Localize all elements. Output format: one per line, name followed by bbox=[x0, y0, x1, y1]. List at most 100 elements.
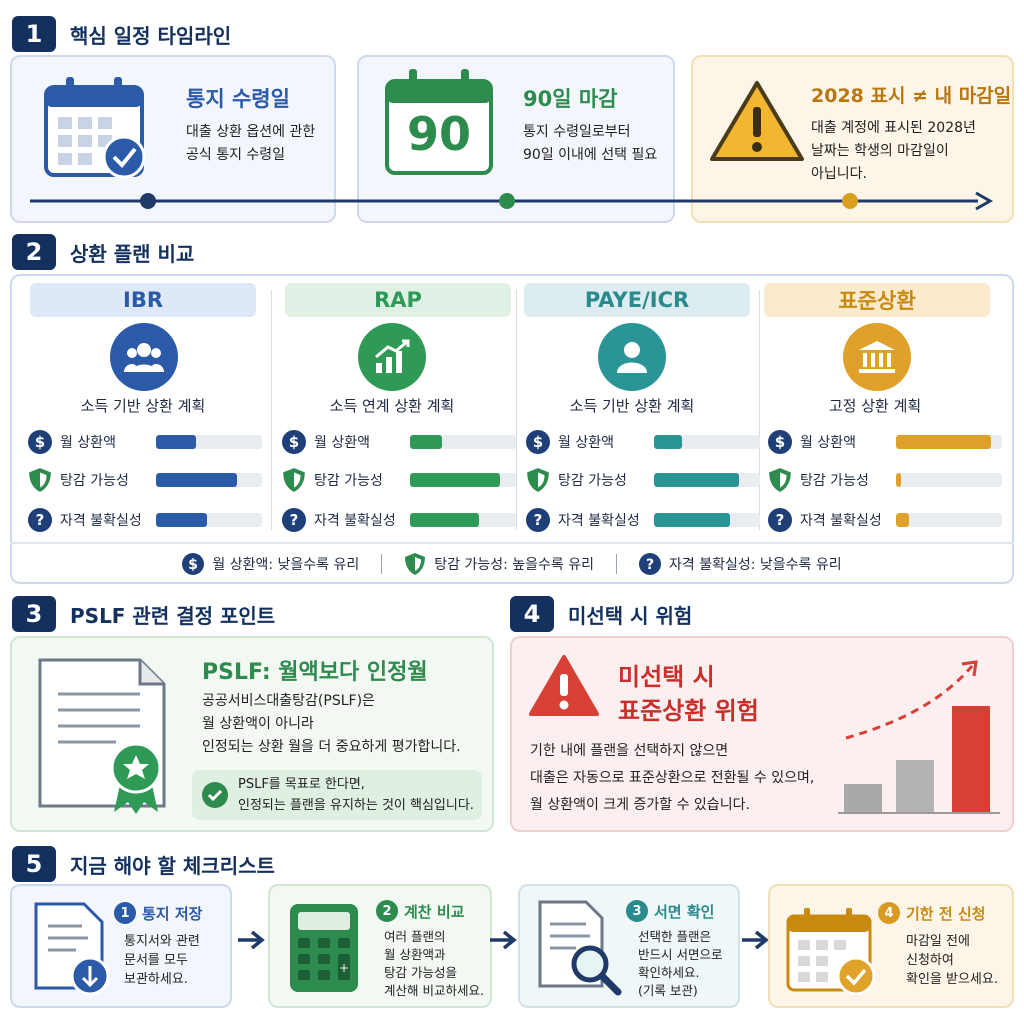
timeline-body: 통지 수령일로부터 90일 이내에 선택 필요 bbox=[523, 124, 658, 163]
section-2-header: 2 상환 플랜 비교 bbox=[12, 234, 194, 270]
metric-bar-fill bbox=[156, 513, 207, 527]
step-number: 2 bbox=[376, 900, 398, 922]
metric-row: ? 자격 불확실성 bbox=[768, 507, 1002, 533]
document-download-icon bbox=[34, 902, 110, 996]
svg-text:$: $ bbox=[289, 433, 299, 451]
step-title: 4 기한 전 신청 bbox=[878, 902, 985, 924]
plan-subtitle: 소득 기반 상환 계획 bbox=[569, 397, 695, 415]
metric-bar-fill bbox=[156, 435, 197, 449]
metric-bar-fill bbox=[896, 435, 992, 449]
metric-row: ? 자격 불확실성 bbox=[28, 507, 262, 533]
divider bbox=[759, 290, 760, 530]
section-number: 2 bbox=[12, 234, 56, 270]
svg-text:$: $ bbox=[188, 557, 198, 573]
metric-label: 자격 불확실성 bbox=[60, 513, 142, 529]
shield-icon bbox=[769, 468, 791, 492]
section-number: 5 bbox=[12, 846, 56, 882]
metric-bar-fill bbox=[896, 513, 909, 527]
risk-card: 미선택 시 표준상환 위험 기한 내에 플랜을 선택하지 않으면 대출은 자동으… bbox=[510, 636, 1014, 832]
question-icon: ? bbox=[768, 508, 792, 532]
person-icon bbox=[598, 323, 666, 391]
section-1-header: 1 핵심 일정 타임라인 bbox=[12, 16, 231, 52]
step-title: 1 통지 저장 bbox=[114, 902, 202, 924]
pslf-note-box: PSLF를 목표로 한다면, 인정되는 플랜을 유지하는 것이 핵심입니다. bbox=[192, 770, 482, 820]
certificate-icon bbox=[38, 658, 166, 814]
checklist-step-confirm: 3 서면 확인 선택한 플랜은 반드시 서면으로 확인하세요. (기록 보관) bbox=[518, 884, 740, 1008]
pslf-note: PSLF를 목표로 한다면, 인정되는 플랜을 유지하는 것이 핵심입니다. bbox=[238, 777, 474, 813]
timeline-title: 통지 수령일 bbox=[186, 87, 290, 111]
metric-bar-fill bbox=[896, 473, 902, 487]
dollar-icon: $ bbox=[768, 430, 792, 454]
section-3-header: 3 PSLF 관련 결정 포인트 bbox=[12, 596, 275, 632]
metric-row: ? 자격 불확실성 bbox=[282, 507, 516, 533]
plan-subtitle: 소득 기반 상환 계획 bbox=[80, 397, 206, 415]
metric-row: 탕감 가능성 bbox=[282, 467, 516, 493]
metric-label: 자격 불확실성 bbox=[558, 513, 640, 529]
section-number: 1 bbox=[12, 16, 56, 52]
metric-row: ? 자격 불확실성 bbox=[526, 507, 760, 533]
growth-chart-icon bbox=[358, 323, 426, 391]
checklist-step-compare: + 2 계찬 비교 여러 플랜의 월 상환액과 탕감 가능성을 계산해 비교하세… bbox=[268, 884, 492, 1008]
metric-bar-fill bbox=[654, 435, 682, 449]
metric-bar bbox=[410, 435, 516, 449]
timeline-title: 90일 마감 bbox=[523, 87, 618, 111]
metric-label: 월 상환액 bbox=[60, 435, 116, 451]
calendar-check-icon bbox=[44, 77, 146, 179]
step-title-label: 통지 저장 bbox=[142, 904, 203, 923]
pslf-card: PSLF: 월액보다 인정월 공공서비스대출탕감(PSLF)은 월 상환액이 아… bbox=[10, 636, 494, 832]
risk-title: 미선택 시 표준상환 위험 bbox=[618, 660, 759, 728]
metric-label: 탕감 가능성 bbox=[558, 473, 627, 489]
dollar-icon: $ bbox=[28, 430, 52, 454]
svg-text:?: ? bbox=[290, 511, 299, 529]
metric-row: $ 월 상환액 bbox=[282, 429, 516, 455]
metric-bar bbox=[654, 435, 760, 449]
question-icon: ? bbox=[28, 508, 52, 532]
users-icon bbox=[110, 323, 178, 391]
step-title-label: 계찬 비교 bbox=[404, 902, 465, 921]
svg-text:+: + bbox=[339, 961, 349, 975]
svg-text:$: $ bbox=[35, 433, 45, 451]
section-title: 미선택 시 위험 bbox=[568, 603, 693, 628]
step-body: 통지서와 관련 문서를 모두 보관하세요. bbox=[124, 934, 200, 987]
question-icon: ? bbox=[526, 508, 550, 532]
section-title: 상환 플랜 비교 bbox=[70, 241, 195, 266]
arrow-right-icon bbox=[490, 930, 517, 950]
document-search-icon bbox=[538, 900, 622, 996]
rising-bar-chart-icon bbox=[838, 660, 1000, 814]
plan-comparison-panel bbox=[10, 274, 1014, 584]
metric-label: 탕감 가능성 bbox=[800, 473, 869, 489]
legend-item: $ 월 상환액: 낮을수록 유리 bbox=[182, 553, 359, 575]
risk-title-line: 미선택 시 bbox=[618, 663, 715, 691]
metric-row: 탕감 가능성 bbox=[768, 467, 1002, 493]
metric-label: 월 상환액 bbox=[314, 435, 370, 451]
arrow-right-icon bbox=[238, 930, 265, 950]
shield-icon bbox=[283, 468, 305, 492]
step-number: 3 bbox=[626, 900, 648, 922]
plan-name: PAYE/ICR bbox=[524, 283, 750, 317]
section-title: PSLF 관련 결정 포인트 bbox=[70, 603, 276, 628]
metric-bar-fill bbox=[410, 473, 501, 487]
step-body: 선택한 플랜은 반드시 서면으로 확인하세요. (기록 보관) bbox=[638, 929, 723, 998]
svg-text:?: ? bbox=[534, 511, 543, 529]
shield-icon bbox=[527, 468, 549, 492]
metric-bar-fill bbox=[156, 473, 237, 487]
plan-name: IBR bbox=[30, 283, 256, 317]
risk-title-line: 표준상환 위험 bbox=[618, 697, 759, 725]
section-title: 핵심 일정 타임라인 bbox=[70, 23, 232, 48]
timeline-card-notice: 통지 수령일 대출 상환 옵션에 관한 공식 통지 수령일 bbox=[10, 55, 336, 223]
section-number: 4 bbox=[510, 596, 554, 632]
svg-text:?: ? bbox=[776, 511, 785, 529]
svg-text:$: $ bbox=[775, 433, 785, 451]
timeline-title: 2028 표시 ≠ 내 마감일 bbox=[811, 85, 1012, 107]
step-title: 2 계찬 비교 bbox=[376, 900, 464, 922]
metric-bar bbox=[896, 473, 1002, 487]
legend-text: 월 상환액: 낮을수록 유리 bbox=[212, 557, 360, 573]
metric-label: 자격 불확실성 bbox=[314, 513, 396, 529]
dollar-icon: $ bbox=[526, 430, 550, 454]
metric-label: 월 상환액 bbox=[558, 435, 614, 451]
metric-bar-fill bbox=[654, 513, 731, 527]
section-number: 3 bbox=[12, 596, 56, 632]
risk-body: 기한 내에 플랜을 선택하지 않으면 대출은 자동으로 표준상환으로 전환될 수… bbox=[530, 743, 815, 813]
legend-item: 탕감 가능성: 높을수록 유리 bbox=[404, 552, 594, 576]
timeline-card-deadline: 90 90일 마감 통지 수령일로부터 90일 이내에 선택 필요 bbox=[357, 55, 675, 223]
